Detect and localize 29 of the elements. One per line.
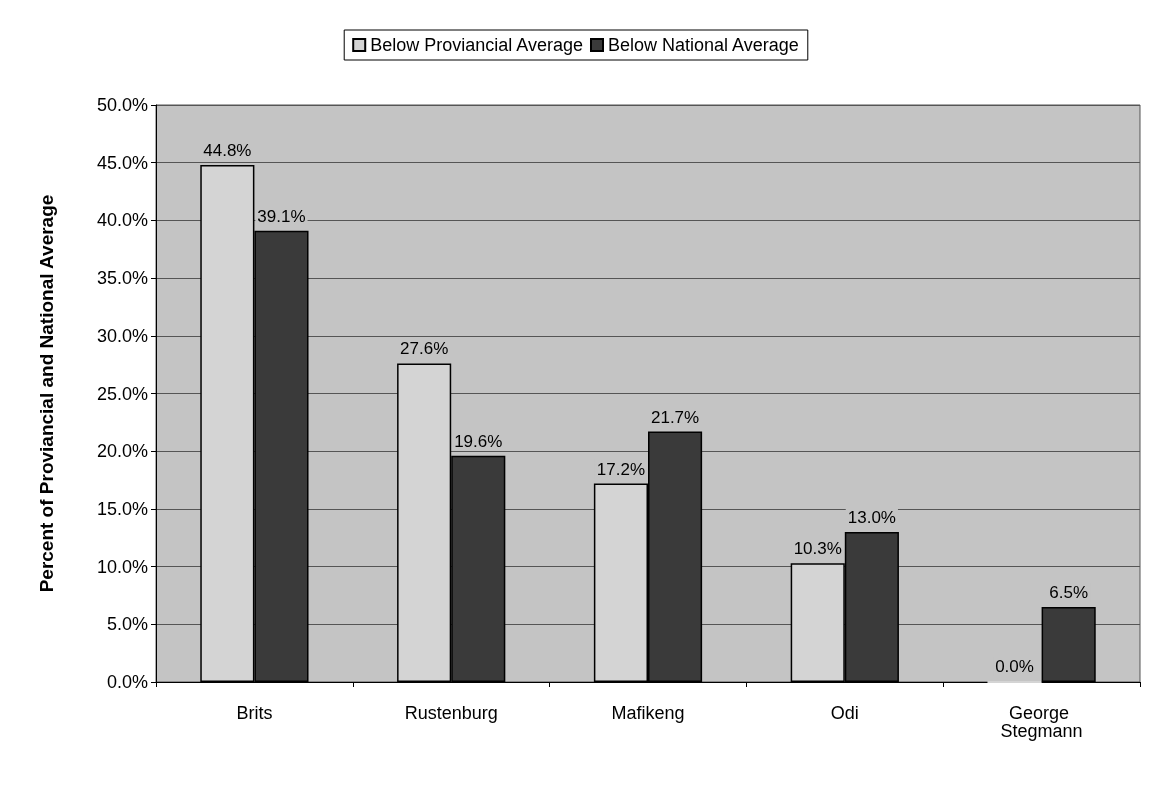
data-label: 39.1% bbox=[257, 206, 306, 226]
y-tick-label: 30.0% bbox=[96, 325, 148, 346]
data-label: 17.2% bbox=[596, 459, 646, 479]
x-tick-label: Rustenburg bbox=[404, 703, 498, 723]
data-label: 13.0% bbox=[847, 507, 896, 527]
x-tick-label: Odi bbox=[830, 703, 859, 723]
data-label: 44.8% bbox=[203, 141, 252, 161]
y-tick-label: 10.0% bbox=[96, 556, 148, 577]
legend-label: Below Proviancial Average bbox=[370, 35, 584, 55]
y-axis-title: Percent of Proviancial and National Average bbox=[36, 194, 57, 593]
data-label: 21.7% bbox=[650, 407, 700, 427]
y-tick-label: 40.0% bbox=[96, 210, 148, 231]
y-tick-label: 15.0% bbox=[96, 498, 148, 519]
x-tick-label: Brits bbox=[236, 703, 273, 723]
y-tick-label: 0.0% bbox=[106, 672, 148, 692]
y-tick-label: 25.0% bbox=[96, 383, 148, 404]
x-tick-label: Mafikeng bbox=[611, 703, 685, 723]
data-label: 0.0% bbox=[995, 657, 1034, 676]
data-label: 10.3% bbox=[793, 539, 842, 559]
data-label: 6.5% bbox=[1049, 582, 1089, 602]
x-tick-label: George Stegmann bbox=[1000, 703, 1083, 741]
data-label: 27.6% bbox=[400, 339, 449, 359]
y-tick-label: 50.0% bbox=[96, 95, 148, 115]
y-tick-label: 45.0% bbox=[96, 152, 148, 173]
y-tick-label: 20.0% bbox=[96, 441, 148, 462]
legend-label: Below National Average bbox=[608, 35, 799, 55]
data-label: 19.6% bbox=[454, 431, 503, 451]
y-tick-label: 35.0% bbox=[96, 268, 148, 289]
y-tick-label: 5.0% bbox=[106, 614, 148, 635]
